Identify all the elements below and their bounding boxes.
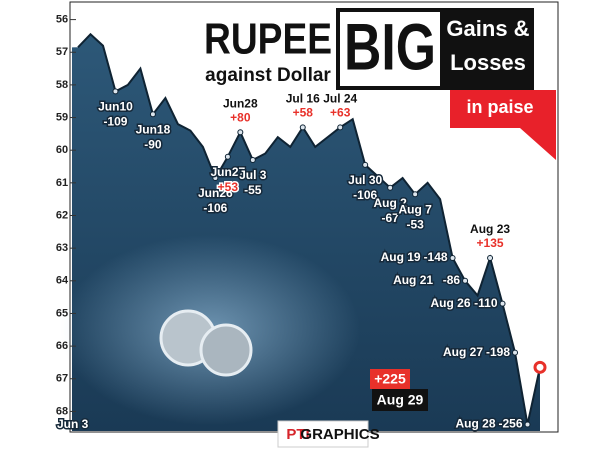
point [224, 153, 231, 160]
date-label: Aug 2 [373, 196, 407, 210]
change-label: -109 [103, 115, 127, 129]
y-tick-label: 57 [56, 46, 68, 58]
date-label: Jul 30 [348, 173, 382, 187]
change-label: -67 [381, 211, 399, 225]
change-label: -148 [424, 250, 448, 264]
y-tick-label: 56 [56, 13, 68, 25]
banner-big: BIG [344, 9, 436, 83]
source-logo: PTI [286, 426, 309, 443]
source-text: GRAPHICS [300, 426, 379, 443]
date-label: Aug 23 [470, 222, 510, 236]
y-tick-label: 67 [56, 373, 68, 385]
change-label: +135 [477, 236, 504, 250]
y-tick-label: 66 [56, 340, 68, 352]
change-label: -256 [498, 417, 522, 431]
point [462, 277, 469, 284]
date-label: Jun10 [98, 100, 133, 114]
y-tick-label: 59 [56, 111, 68, 123]
date-label: Jul 3 [239, 168, 267, 182]
date-label: Jul 24 [323, 92, 357, 106]
y-tick-label: 65 [56, 307, 68, 319]
point [149, 111, 156, 118]
change-label: -110 [474, 296, 498, 310]
change-label: -55 [244, 183, 262, 197]
date-label: Jun 3 [57, 417, 89, 431]
change-label: -198 [486, 345, 510, 359]
point [499, 300, 506, 307]
banner-box [442, 8, 534, 90]
date-label: Aug 26 [431, 296, 471, 310]
date-label: Aug 21 [393, 273, 433, 287]
change-label: -86 [443, 273, 461, 287]
date-label: Aug 27 [443, 345, 483, 359]
point [212, 174, 219, 181]
point [524, 421, 531, 428]
date-label: Jun26 [198, 186, 233, 200]
unit-label: in paise [466, 97, 533, 117]
point [299, 124, 306, 131]
date-label: Aug 28 [455, 417, 495, 431]
date-label: Aug 29 [377, 392, 424, 408]
y-tick-label: 63 [56, 242, 68, 254]
point [237, 129, 244, 136]
change-label: +80 [230, 110, 251, 124]
subtitle: against Dollar [205, 65, 331, 86]
title: RUPEE [204, 15, 332, 64]
change-label: -106 [203, 201, 227, 215]
date-label: Jun27 [210, 165, 245, 179]
y-tick-label: 61 [56, 177, 68, 189]
point [512, 349, 519, 356]
y-tick-label: 62 [56, 209, 68, 221]
end-marker [533, 360, 547, 374]
change-label: -106 [353, 188, 377, 202]
banner-line: Losses [450, 50, 526, 75]
date-box [372, 389, 428, 411]
date-label: Aug 19 [381, 250, 421, 264]
change-label: +63 [330, 106, 351, 120]
date-label: Jun18 [136, 122, 171, 136]
y-tick-label: 60 [56, 144, 68, 156]
point [387, 184, 394, 191]
banner-line: Gains & [446, 16, 529, 41]
point [449, 254, 456, 261]
date-label: Jun28 [223, 96, 258, 110]
y-tick-label: 58 [56, 79, 68, 91]
point [112, 88, 119, 95]
date-label: Aug 7 [398, 202, 432, 216]
point [362, 161, 369, 168]
y-tick-label: 68 [56, 405, 68, 417]
source-box [277, 420, 369, 448]
point [337, 124, 344, 131]
unit-banner [450, 90, 556, 160]
point [487, 254, 494, 261]
coin [199, 323, 253, 377]
y-tick-label: 64 [56, 275, 69, 287]
point [412, 191, 419, 198]
change-label: +58 [293, 106, 314, 120]
change-box [370, 369, 410, 389]
change-label: -90 [144, 137, 162, 151]
change-label: -53 [406, 217, 424, 231]
date-label: Jul 16 [286, 92, 320, 106]
change-label: +53 [218, 180, 239, 194]
line [77, 32, 541, 425]
point [249, 156, 256, 163]
change-label: +225 [374, 371, 406, 387]
